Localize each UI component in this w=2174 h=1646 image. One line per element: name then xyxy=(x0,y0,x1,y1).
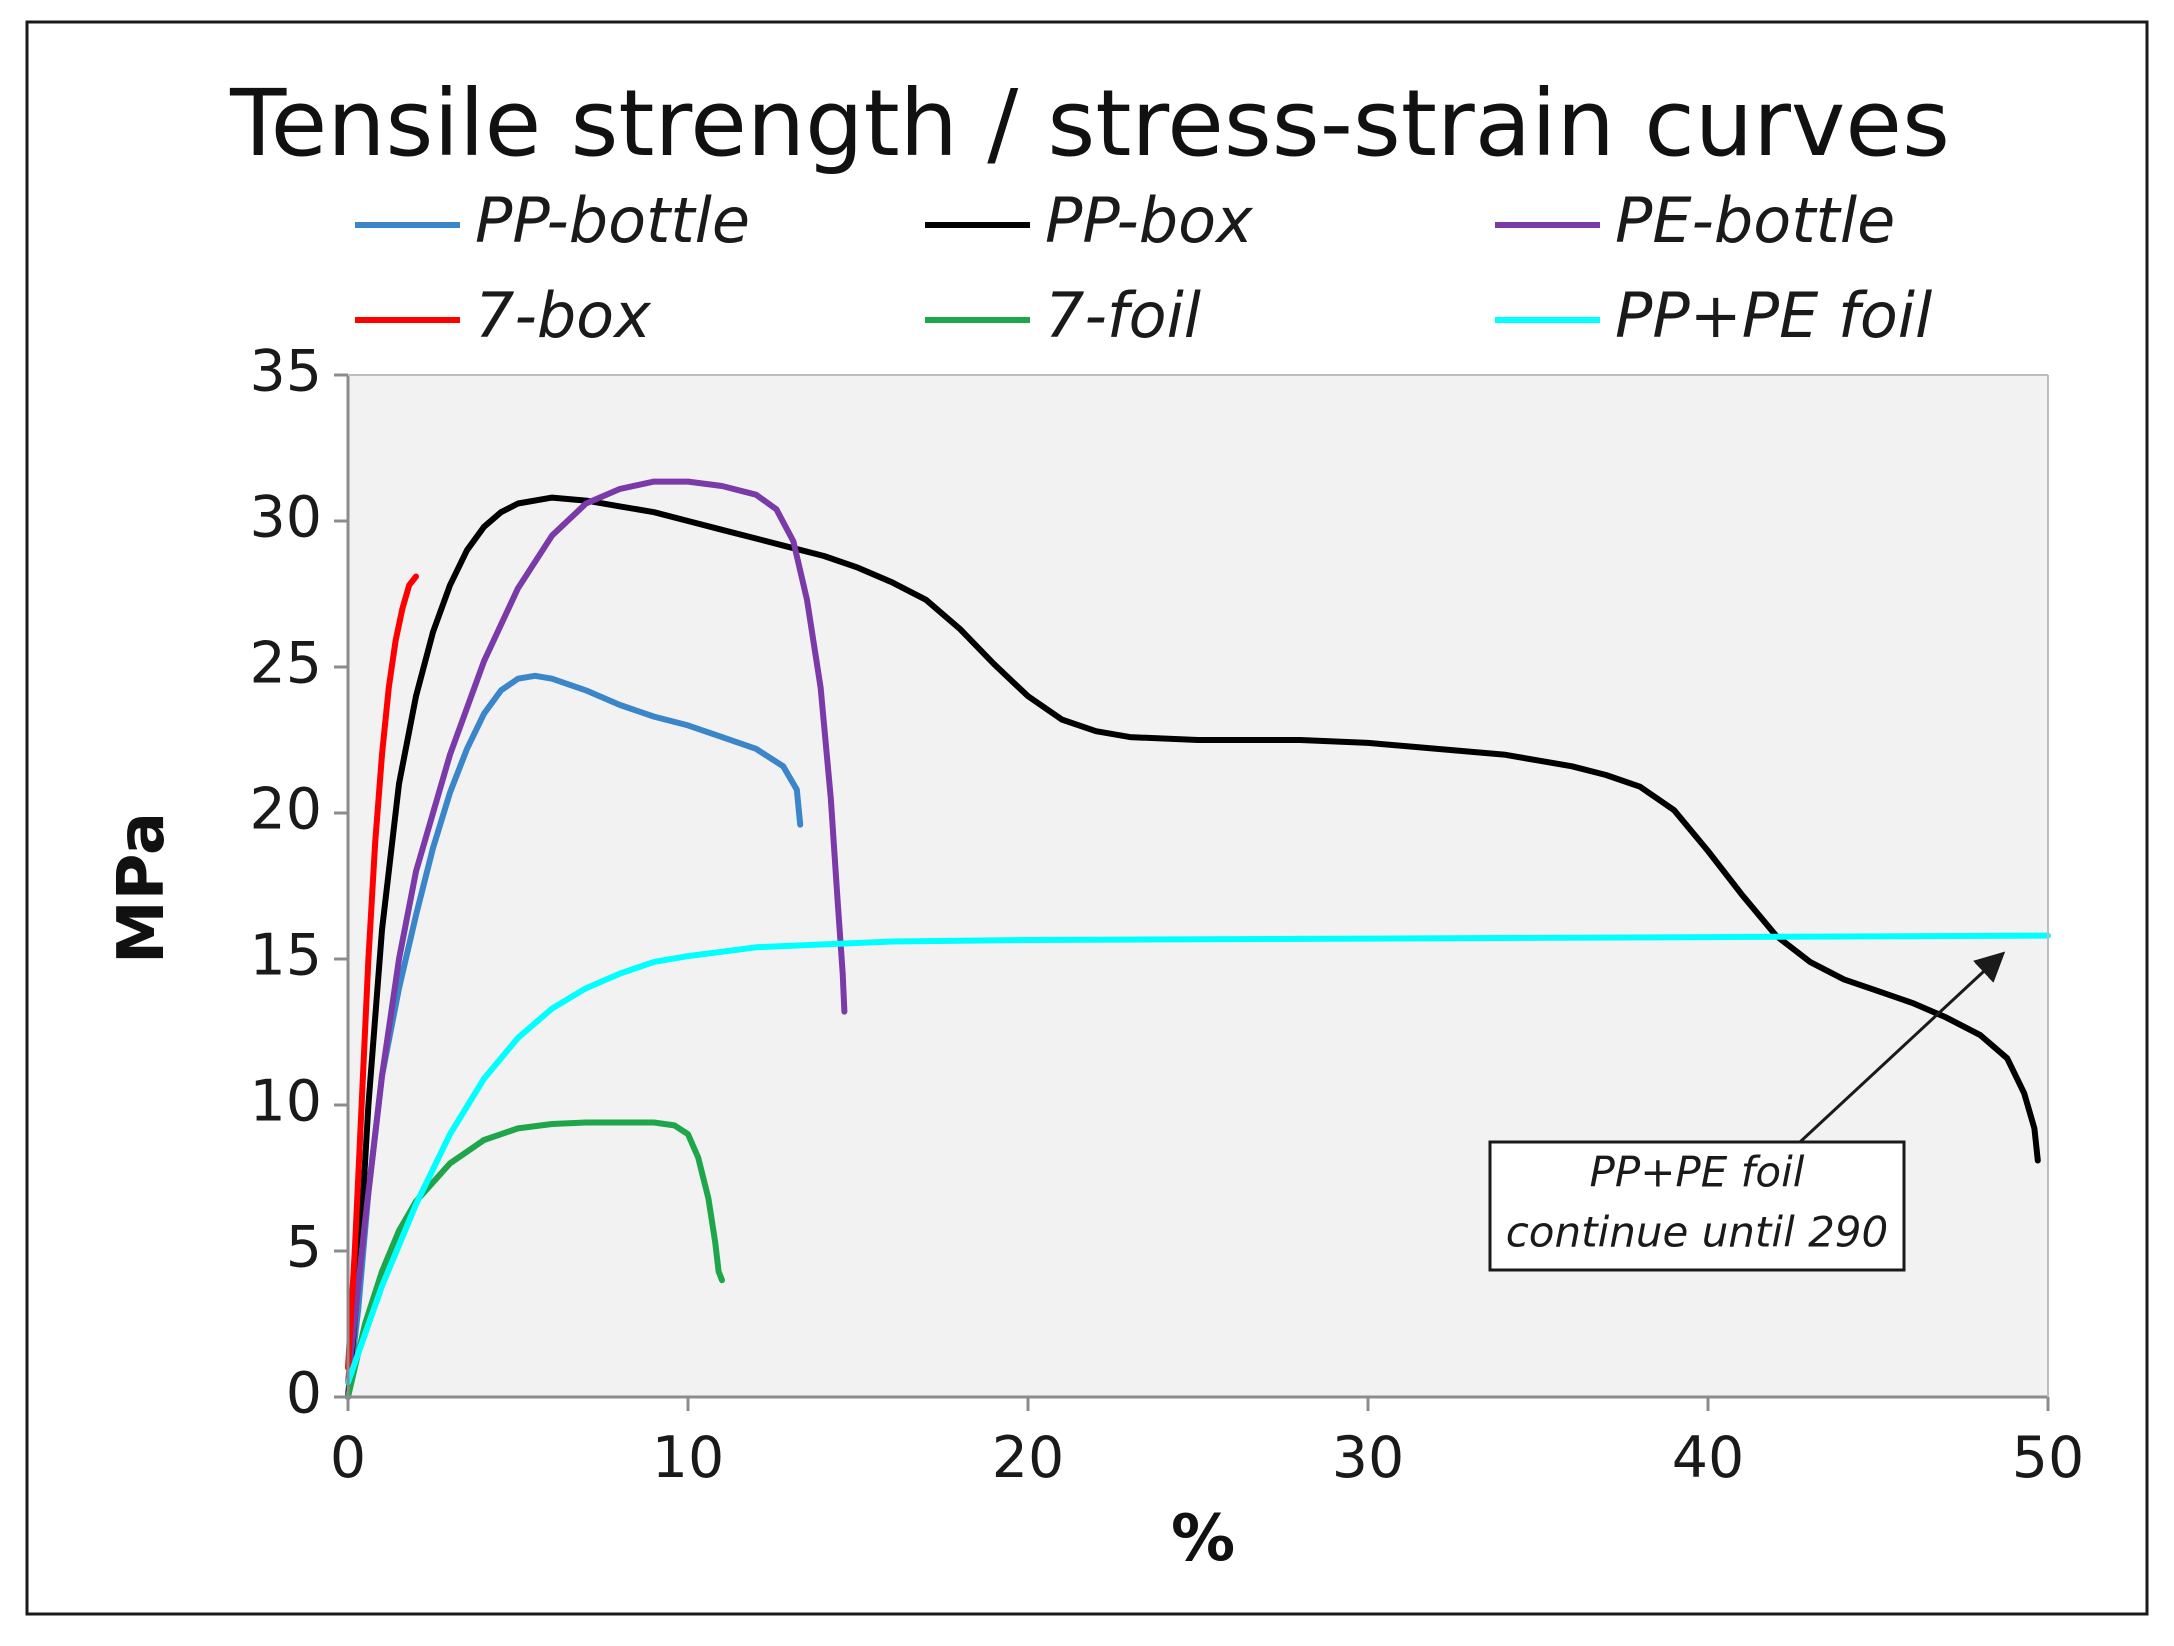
y-tick-label: 10 xyxy=(249,1069,322,1135)
y-tick-label: 5 xyxy=(286,1215,322,1281)
series-layer xyxy=(345,478,2051,1400)
legend-label-pp-bottle: PP-bottle xyxy=(475,184,750,257)
x-tick-label: 10 xyxy=(652,1425,725,1491)
y-tick-label: 35 xyxy=(249,339,322,405)
axes-layer: 0 5 10 15 20 25 30 35 0 10 20 30 40 50 xyxy=(249,339,2084,1491)
x-tick-label: 0 xyxy=(330,1425,366,1491)
legend-label-7-foil: 7-foil xyxy=(1045,279,1201,352)
legend-label-7-box: 7-box xyxy=(475,279,652,352)
series-line-7-foil xyxy=(345,1119,725,1400)
series-line-pp-box xyxy=(345,494,2041,1400)
y-tick-label: 0 xyxy=(286,1361,322,1427)
x-tick-label: 50 xyxy=(2012,1425,2085,1491)
annotation: PP+PE foil continue until 290 xyxy=(1488,951,2006,1272)
x-axis-title: % xyxy=(1171,1502,1235,1576)
annotation-line-2: continue until 290 xyxy=(1506,1208,1889,1257)
x-tick-label: 20 xyxy=(992,1425,1065,1491)
y-tick-label: 25 xyxy=(249,631,322,697)
annotation-box xyxy=(1488,1140,1906,1272)
y-tick-label: 15 xyxy=(249,923,322,989)
y-tick-label: 30 xyxy=(249,485,322,551)
series-line-7-box xyxy=(345,573,419,1371)
y-tick-label: 20 xyxy=(249,777,322,843)
legend-label-pp-pe-foil: PP+PE foil xyxy=(1615,279,1932,352)
chart-legend: PP-bottle PP-box PE-bottle 7-box 7-foil PP+PE… xyxy=(355,184,1932,352)
series-line-pe-bottle xyxy=(345,478,848,1386)
legend-label-pp-box: PP-box xyxy=(1045,184,1254,257)
y-axis-title: MPa xyxy=(105,812,179,964)
annotation-arrow xyxy=(1798,951,2006,1144)
chart-title: Tensile strength / stress-strain curves xyxy=(229,70,1950,177)
series-line-pp-pe-foil xyxy=(345,932,2051,1386)
legend-label-pe-bottle: PE-bottle xyxy=(1615,184,1895,257)
annotation-line-1: PP+PE foil xyxy=(1590,1148,1805,1197)
x-tick-label: 30 xyxy=(1332,1425,1405,1491)
x-tick-label: 40 xyxy=(1672,1425,1745,1491)
